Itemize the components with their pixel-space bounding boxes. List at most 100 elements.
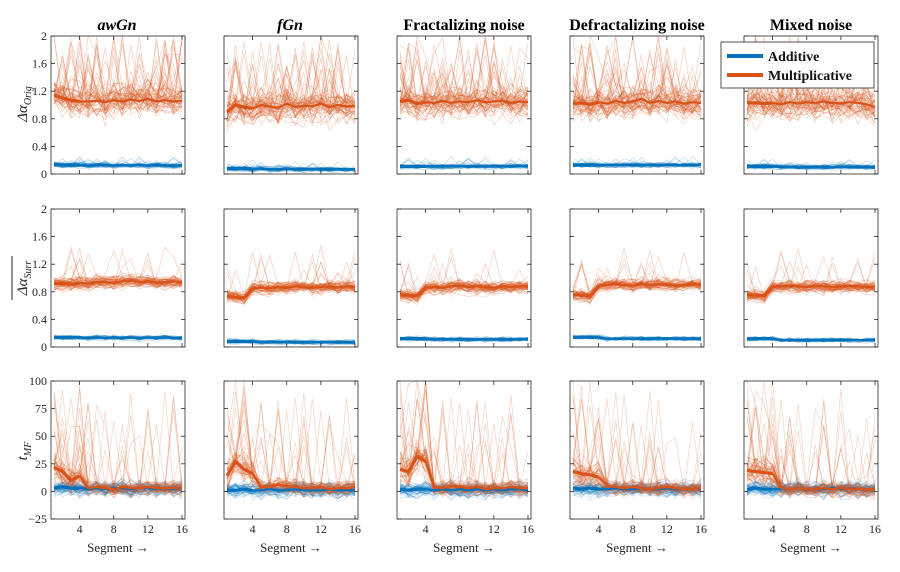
mean-line-additive-tail — [252, 167, 355, 171]
sample-trace — [226, 441, 356, 488]
sample-trace — [400, 394, 529, 488]
trace-group — [572, 247, 702, 342]
y-tick-label: 50 — [35, 429, 47, 443]
sample-trace — [572, 72, 702, 118]
sample-trace — [226, 99, 356, 124]
row-label-0-main: Δα — [15, 104, 31, 123]
sample-trace — [226, 60, 356, 126]
panel-grid: 0 0.4 0.8 1.2 1.6 2 0 0.4 0.8 1.2 1.6 2 −25 0 25 50 75 10… — [28, 29, 881, 555]
sample-trace — [53, 481, 183, 498]
trace-group — [53, 36, 183, 170]
sample-trace — [399, 93, 529, 118]
sample-trace — [226, 254, 356, 303]
sample-trace — [746, 481, 876, 493]
sample-trace — [572, 36, 702, 124]
mean-line-multiplicative-tail — [598, 283, 702, 287]
sample-trace — [226, 461, 356, 490]
sample-trace — [53, 246, 183, 283]
sample-trace — [746, 62, 876, 125]
sample-trace — [53, 42, 183, 110]
sample-trace — [399, 36, 529, 105]
trace-group — [53, 386, 183, 502]
sample-trace — [572, 482, 702, 496]
sample-trace — [746, 468, 876, 494]
sample-trace — [399, 281, 529, 295]
x-tick-label: 4 — [423, 522, 429, 536]
sample-trace — [226, 45, 356, 125]
sample-trace — [399, 480, 529, 499]
sample-trace — [746, 485, 876, 498]
y-tick-label: −25 — [28, 512, 47, 526]
column-title-mixed: Mixed noise — [770, 17, 852, 34]
sample-trace — [746, 476, 876, 496]
mean-line-multiplicative-head — [572, 284, 600, 298]
sample-trace — [53, 274, 183, 291]
sample-trace — [53, 279, 183, 291]
sample-trace — [746, 462, 876, 496]
sample-trace — [226, 49, 356, 115]
mean-line-additive-head — [746, 486, 773, 491]
sample-trace — [746, 89, 876, 114]
panel-r2-c1: 0 0.4 0.8 1.2 1.6 2 — [32, 202, 186, 354]
mean-line-additive-tail — [252, 340, 355, 344]
sample-trace — [572, 424, 702, 495]
sample-trace — [746, 66, 876, 113]
sample-trace — [53, 275, 183, 285]
sample-trace — [226, 98, 356, 123]
sample-trace — [746, 423, 876, 500]
trace-group — [746, 248, 876, 344]
sample-trace — [746, 418, 876, 494]
sample-trace — [399, 44, 529, 110]
sample-trace — [572, 483, 702, 498]
trace-group — [53, 246, 183, 342]
panel-r1-c4 — [569, 35, 705, 175]
sample-trace — [399, 285, 529, 302]
sample-trace — [226, 408, 356, 491]
sample-trace — [399, 487, 529, 500]
sample-trace — [226, 479, 356, 495]
sample-trace — [226, 51, 356, 128]
sample-trace — [746, 479, 876, 495]
panel-r2-c3 — [396, 208, 532, 348]
sample-trace — [53, 52, 183, 113]
sample-trace — [226, 41, 356, 114]
x-tick-label: 8 — [284, 522, 290, 536]
panel-r1-c3 — [396, 35, 532, 175]
sample-trace — [399, 85, 529, 120]
sample-trace — [746, 459, 876, 498]
panel-r3-c2: 4 8 12 16 Segment → — [223, 380, 361, 555]
sample-trace — [399, 46, 529, 118]
row-label-t-mf: tMF — [15, 441, 34, 461]
sample-trace — [226, 437, 356, 498]
sample-trace — [53, 49, 183, 121]
sample-trace — [226, 55, 356, 119]
x-tick-label: 12 — [142, 522, 154, 536]
mean-line-multiplicative-head — [225, 103, 253, 114]
sample-trace — [53, 461, 183, 497]
axes-box — [396, 208, 532, 348]
sample-trace — [572, 259, 702, 293]
trace-group — [572, 381, 702, 502]
sample-trace — [226, 482, 356, 502]
x-tick-label: 16 — [522, 522, 534, 536]
column-title-awgn: awGn — [97, 17, 136, 34]
sample-trace — [53, 36, 182, 105]
sample-trace — [53, 79, 183, 106]
sample-trace — [226, 41, 356, 109]
sample-trace — [53, 40, 183, 104]
sample-trace — [746, 83, 876, 117]
x-tick-label: 8 — [111, 522, 117, 536]
legend-label-additive: Additive — [768, 50, 819, 65]
sample-trace — [572, 280, 702, 301]
sample-trace — [572, 65, 702, 124]
mean-line-multiplicative-head — [226, 287, 254, 300]
sample-trace — [572, 279, 702, 298]
mean-line-multiplicative-tail — [772, 284, 876, 289]
sample-trace — [53, 51, 183, 119]
sample-trace — [399, 67, 529, 115]
sample-trace — [746, 74, 876, 116]
sample-trace — [746, 453, 876, 495]
sample-trace — [746, 481, 876, 497]
sample-trace — [226, 279, 356, 298]
